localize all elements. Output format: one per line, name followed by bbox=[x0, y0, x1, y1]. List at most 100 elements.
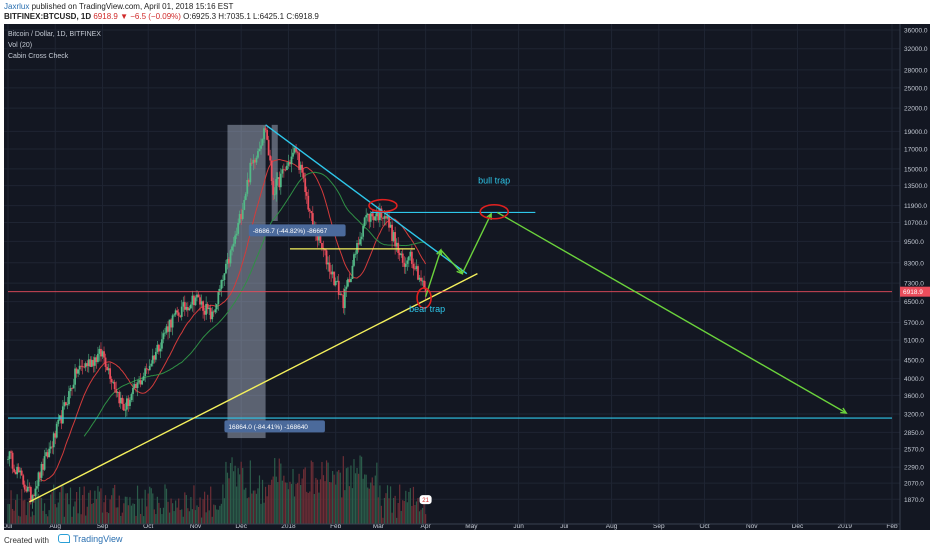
x-tick-label: Feb bbox=[330, 523, 342, 530]
candle-body bbox=[103, 351, 105, 358]
volume-bar bbox=[33, 515, 35, 524]
volume-bar bbox=[414, 504, 416, 524]
y-tick-label: 8300.0 bbox=[904, 260, 924, 267]
candle-body bbox=[86, 363, 89, 367]
candle-body bbox=[318, 234, 320, 241]
volume-bar bbox=[403, 501, 405, 524]
volume-bar bbox=[397, 502, 399, 524]
volume-bar bbox=[309, 491, 311, 524]
volume-bar bbox=[190, 497, 192, 524]
volume-bar bbox=[367, 487, 369, 524]
candle-body bbox=[69, 388, 72, 392]
candle-body bbox=[392, 232, 395, 241]
x-tick-label: Nov bbox=[746, 523, 758, 530]
volume-bar bbox=[82, 495, 84, 524]
candle-body bbox=[395, 242, 398, 247]
arrow-down-1-head bbox=[456, 267, 464, 275]
volume-bar bbox=[27, 502, 29, 524]
volume-bar bbox=[95, 498, 97, 524]
candle-body bbox=[298, 152, 301, 170]
candle-body bbox=[360, 236, 363, 240]
volume-bar bbox=[296, 482, 299, 524]
candle-body bbox=[186, 307, 189, 311]
volume-bar bbox=[406, 502, 408, 524]
candle-body bbox=[247, 179, 250, 183]
candle-body bbox=[321, 242, 323, 249]
volume-bar bbox=[172, 503, 174, 524]
volume-bar bbox=[194, 510, 197, 524]
volume-bar bbox=[184, 492, 186, 524]
volume-bar bbox=[54, 504, 56, 524]
instrument-title: Bitcoin / Dollar, 1D, BITFINEX bbox=[8, 31, 101, 38]
ma-green-line bbox=[83, 171, 426, 437]
candle-body bbox=[273, 194, 276, 196]
volume-bar bbox=[263, 502, 265, 524]
candle-body bbox=[229, 250, 232, 264]
candle-body bbox=[215, 304, 218, 310]
highlight-range-2 bbox=[271, 124, 278, 222]
candle-body bbox=[81, 366, 84, 368]
candle-body bbox=[304, 178, 307, 192]
volume-bar bbox=[149, 486, 151, 524]
volume-bar bbox=[200, 517, 203, 524]
candle-body bbox=[293, 147, 296, 153]
volume-bar bbox=[257, 488, 259, 524]
volume-bar bbox=[111, 495, 113, 524]
candle-body bbox=[388, 216, 390, 228]
volume-bar bbox=[31, 511, 33, 524]
candle-body bbox=[66, 404, 69, 406]
candle-body bbox=[112, 382, 115, 383]
candle-body bbox=[343, 289, 346, 309]
candle-body bbox=[365, 215, 368, 218]
candle-body bbox=[299, 164, 302, 170]
candle-body bbox=[269, 155, 272, 161]
candle-body bbox=[153, 355, 156, 360]
drop-label-2-box bbox=[224, 420, 325, 433]
candle-body bbox=[375, 212, 378, 217]
price-chart[interactable]: bull trap bear trap -8686.7 (-44.82%) -866… bbox=[4, 24, 930, 530]
candle-body bbox=[124, 409, 127, 411]
volume-bar bbox=[100, 488, 102, 524]
created-with-text: Created with bbox=[4, 536, 49, 545]
volume-bar bbox=[315, 477, 317, 524]
volume-bar bbox=[98, 491, 101, 524]
candle-body bbox=[83, 366, 86, 368]
candle-body bbox=[188, 308, 191, 311]
candle-body bbox=[141, 380, 144, 385]
volume-bar bbox=[118, 495, 120, 524]
volume-bar bbox=[28, 498, 30, 524]
candle-body bbox=[281, 169, 284, 174]
candle-body bbox=[374, 216, 377, 221]
price-axis[interactable]: 36000.0 32000.0 28000.0 25000.0 22000.0 19000… bbox=[899, 24, 930, 530]
volume-bar bbox=[377, 497, 379, 524]
volume-bar bbox=[286, 482, 288, 524]
tradingview-link[interactable]: TradingView bbox=[58, 534, 123, 544]
volume-bar bbox=[15, 500, 17, 524]
volume-bar bbox=[351, 488, 354, 524]
candle-body bbox=[139, 380, 142, 385]
volume-bar bbox=[298, 473, 300, 524]
volume-bar bbox=[123, 503, 125, 524]
volume-bar bbox=[287, 489, 290, 524]
candle-body bbox=[284, 169, 287, 171]
volume-bar bbox=[129, 497, 131, 524]
candle-body bbox=[385, 216, 387, 219]
candle-body bbox=[133, 384, 136, 388]
x-tick-label: Nov bbox=[190, 523, 202, 530]
candle-body bbox=[45, 452, 48, 457]
volume-bar bbox=[80, 514, 82, 524]
volume-bar bbox=[339, 472, 341, 524]
volume-bar bbox=[173, 511, 175, 524]
indicator-cabin: Cabin Cross Check bbox=[8, 53, 69, 60]
author-link[interactable]: Jaxrlux bbox=[4, 2, 30, 11]
time-axis[interactable]: Jul Aug Sep Oct Nov Dec 2018 Feb Mar Apr May Jun Jul… bbox=[4, 523, 900, 530]
volume-bar bbox=[240, 461, 242, 524]
candle-body bbox=[223, 273, 226, 281]
volume-bar bbox=[254, 490, 256, 524]
candle-body bbox=[241, 209, 244, 220]
volume-bar bbox=[86, 506, 88, 524]
volume-bar bbox=[243, 489, 245, 524]
volume-bar bbox=[295, 483, 297, 524]
volume-bar bbox=[143, 516, 145, 524]
candle-body bbox=[109, 368, 112, 379]
